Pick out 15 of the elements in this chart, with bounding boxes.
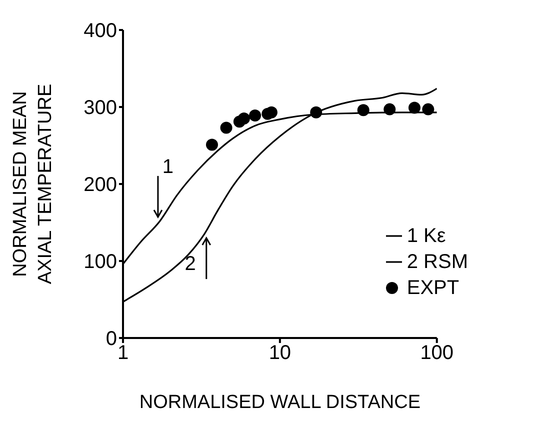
legend-label: 1 Kε [406,224,446,249]
annotation: 1 [162,156,174,178]
x-tick-label: 1 [117,342,129,364]
y-tick-label: 400 [84,20,117,42]
legend-label: EXPT [406,276,460,301]
x-tick-label: 10 [268,342,292,364]
y-axis-title: NORMALISED MEAN AXIAL TEMPERATURE [10,84,56,284]
legend-label: 2 RSM [406,250,468,275]
y-tick-label: 300 [84,97,117,120]
x-tick-label: 100 [420,342,454,364]
y-tick-label: 100 [84,251,117,274]
y-tick-label: 0 [106,328,117,350]
annotation: 2 [184,253,196,276]
x-axis-title: NORMALISED WALL DISTANCE [139,392,421,413]
y-tick-label: 200 [84,174,117,196]
